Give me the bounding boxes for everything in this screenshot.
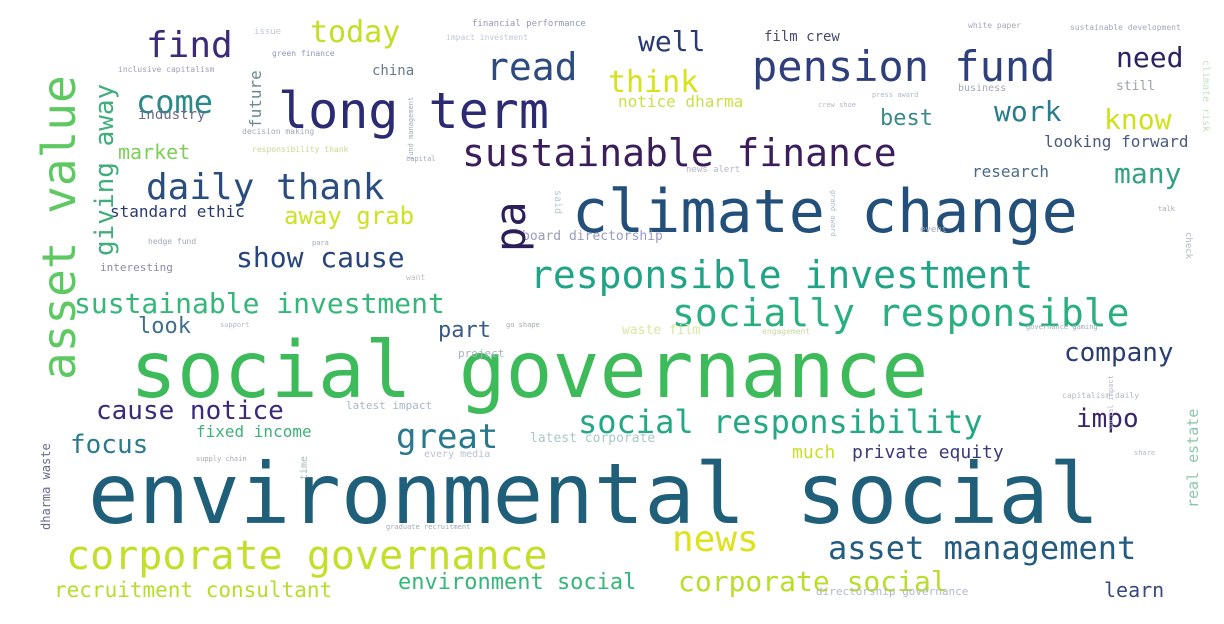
word-fund-management: fund management: [407, 96, 415, 160]
word-white-paper: white paper: [968, 21, 1021, 30]
word-future: future: [246, 70, 265, 128]
word-part: part: [438, 318, 491, 343]
word-responsible-investment: responsible investment: [530, 253, 1034, 297]
word-environmental-social: environmental social: [88, 445, 1100, 543]
word-think: think: [608, 65, 699, 100]
word-sustainable-investment: sustainable investment: [74, 287, 445, 320]
word-time: time: [299, 455, 310, 480]
word-pa: pa: [486, 201, 535, 252]
word-corporate-governance: corporate governance: [66, 533, 548, 579]
word-latest-corporate: latest corporate: [530, 431, 656, 446]
word-sustainable-development: sustainable development: [1070, 23, 1181, 32]
word-best: best: [880, 106, 933, 131]
word-look: look: [138, 314, 191, 339]
word-asset-management: asset management: [828, 529, 1137, 567]
word-giving-away: giving away: [90, 83, 120, 256]
word-private-equity: private equity: [852, 442, 1004, 463]
word-interesting: interesting: [100, 261, 173, 274]
word-every-media: every media: [424, 449, 491, 460]
word-decision-making: decision making: [242, 127, 315, 136]
word-capitalism-daily: capitalism daily: [1062, 391, 1140, 400]
word-board-directorship: board directorship: [522, 229, 663, 244]
word-cloud: environmental social social governance c…: [10, 10, 1214, 614]
word-sustainable-finance: sustainable finance: [462, 131, 897, 175]
word-research: research: [972, 162, 1050, 181]
word-governance-gaming: governance gaming: [1026, 323, 1098, 331]
word-need: need: [1116, 41, 1184, 74]
word-financial-performance: financial performance: [472, 19, 586, 29]
word-asset-value: daily thank: [146, 167, 385, 208]
word-work: work: [994, 95, 1062, 128]
word-recruitment-consultant: recruitment consultant: [54, 578, 333, 602]
word-grand-award: grand award: [829, 190, 837, 237]
word-today: today: [310, 15, 401, 50]
word-business: business: [958, 83, 1007, 94]
word-cause-notice: cause notice: [96, 396, 284, 426]
word-talk: talk: [1158, 205, 1175, 213]
word-climate-risk: climate risk: [1200, 60, 1211, 133]
word-go-shape: go shape: [506, 321, 540, 329]
word-issue: issue: [254, 27, 282, 37]
word-social-impact: social impact: [1107, 375, 1115, 430]
word-project: project: [458, 347, 505, 360]
word-socially-responsible: socially responsible: [672, 291, 1130, 335]
word-standard-ethic: standard ethic: [110, 202, 245, 221]
word-dharma-waste: dharma waste: [39, 443, 53, 530]
word-waste-film: waste film: [622, 323, 701, 338]
word-responsibility-thank: responsibility thank: [252, 145, 349, 154]
word-want: want: [406, 273, 426, 282]
word-away-grab: away grab: [284, 202, 415, 230]
word-news: news: [672, 519, 759, 560]
word-pension-fund: pension fund: [752, 42, 1056, 91]
word-support: support: [220, 321, 250, 329]
word-many: many: [1114, 157, 1182, 190]
word-fixed-income: fixed income: [196, 422, 312, 441]
word-china: china: [372, 63, 415, 79]
word-find: find: [146, 25, 233, 66]
word-notice-dharma: notice dharma: [618, 92, 744, 111]
word-supply-chain: supply chain: [196, 455, 247, 463]
word-impo: impo: [1076, 404, 1139, 434]
word-company: company: [1064, 338, 1174, 368]
word-press-award: press award: [872, 91, 919, 99]
word-social-governance: social governance: [130, 326, 929, 416]
word-much: much: [792, 442, 836, 463]
word-check: check: [1183, 232, 1193, 260]
word-inclusive-capitalism: inclusive capitalism: [118, 65, 215, 74]
word-corporate-social: corporate social: [678, 565, 948, 598]
word-share: share: [1134, 449, 1156, 457]
word-climate-change: climate change: [572, 177, 1078, 247]
word-well: well: [638, 25, 706, 58]
word-show-cause: show cause: [236, 241, 405, 274]
word-event: event: [920, 225, 948, 235]
word-capital: capital: [406, 155, 436, 163]
word-green-finance: green finance: [272, 49, 335, 58]
word-news-alert: news alert: [686, 165, 741, 175]
word-hedge-fund: hedge fund: [148, 237, 197, 246]
word-long-term: long term: [278, 82, 549, 140]
word-engagement: engagement: [762, 327, 811, 336]
word-crew-shoe: crew shoe: [818, 101, 856, 109]
word-film-crew: film crew: [764, 29, 840, 45]
word-know: know: [1104, 103, 1172, 136]
word-real-estate: real estate: [1184, 408, 1202, 508]
word-looking-forward: looking forward: [1044, 132, 1189, 151]
word-focus: focus: [70, 430, 149, 460]
word-daily-thank: asset value: [32, 75, 86, 380]
word-environment-social: environment social: [398, 570, 637, 595]
word-directorship-governance: directorship governance: [816, 585, 969, 598]
word-graduate-recruitment: graduate recruitment: [386, 523, 471, 531]
word-still: still: [1116, 79, 1156, 94]
word-come: come: [136, 83, 214, 121]
word-great: great: [396, 417, 499, 457]
word-market: market: [118, 140, 191, 164]
word-latest-impact: latest impact: [346, 399, 433, 412]
word-impact-investment: impact investment: [446, 33, 528, 42]
word-read: read: [486, 45, 578, 89]
word-said: said: [552, 190, 563, 215]
word-para: para: [312, 239, 329, 247]
word-social-responsibility: social responsibility: [578, 403, 983, 441]
word-industry: industry: [138, 107, 206, 123]
word-learn: learn: [1104, 578, 1165, 602]
